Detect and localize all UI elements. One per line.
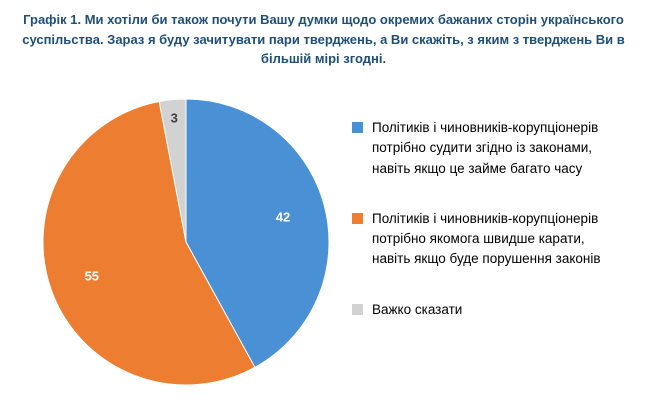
legend-swatch-0 bbox=[352, 122, 363, 133]
legend-label-2: Важко сказати bbox=[372, 301, 463, 317]
pie-slice-2 bbox=[158, 98, 187, 243]
legend-swatch-2 bbox=[352, 303, 363, 315]
legend-item-2: Важко сказати bbox=[352, 300, 632, 320]
pie-chart: 42 55 3 bbox=[42, 98, 330, 386]
legend-swatch-1 bbox=[352, 212, 363, 224]
legend-item-0: Політиків і чиновників-корупціонерів пот… bbox=[352, 118, 632, 179]
pie-slice-label-0: 42 bbox=[276, 210, 290, 225]
pie-slice-1 bbox=[42, 100, 256, 386]
pie-slice-0 bbox=[185, 98, 330, 368]
legend-label-1: Політиків і чиновників-корупціонерів пот… bbox=[372, 210, 601, 267]
legend-item-1: Політиків і чиновників-корупціонерів пот… bbox=[352, 209, 632, 270]
pie-slice-label-1: 55 bbox=[85, 268, 99, 283]
chart-title: Графік 1. Ми хотіли би також почути Вашу… bbox=[22, 12, 625, 66]
chart-legend: Політиків і чиновників-корупціонерів пот… bbox=[352, 118, 632, 350]
legend-label-0: Політиків і чиновників-корупціонерів пот… bbox=[372, 120, 599, 176]
pie-slice-label-2: 3 bbox=[171, 111, 178, 126]
